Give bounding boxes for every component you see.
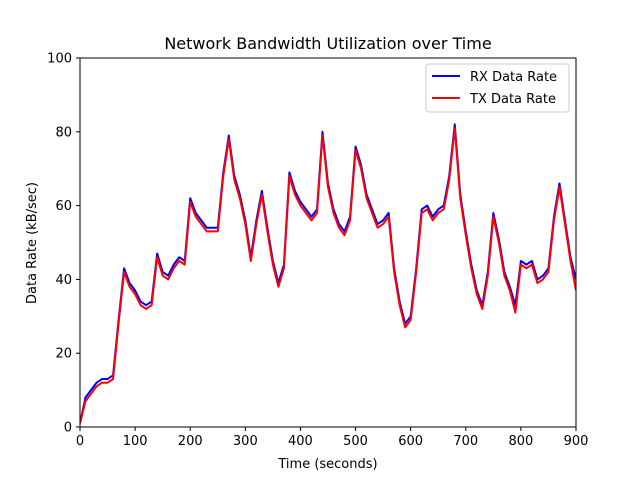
- y-tick-label: 0: [64, 421, 72, 436]
- y-tick-label: 80: [55, 125, 72, 140]
- y-axis: 0 20 40 60 80 100: [47, 52, 80, 436]
- legend-label-tx: TX Data Rate: [469, 92, 556, 107]
- x-tick-label: 400: [288, 434, 313, 449]
- y-tick-label: 20: [55, 347, 72, 362]
- series-layer: [80, 123, 576, 424]
- x-tick-label: 900: [564, 434, 589, 449]
- chart-title: Network Bandwidth Utilization over Time: [164, 34, 491, 53]
- plot-area: [80, 58, 576, 427]
- x-tick-label: 600: [398, 434, 423, 449]
- x-tick-label: 300: [233, 434, 258, 449]
- series-line-tx: [80, 127, 576, 424]
- y-tick-label: 100: [47, 52, 72, 67]
- x-tick-label: 700: [453, 434, 478, 449]
- x-tick-label: 200: [178, 434, 203, 449]
- plot-background: [80, 58, 576, 427]
- x-tick-label: 800: [508, 434, 533, 449]
- x-axis-label: Time (seconds): [277, 457, 377, 472]
- x-tick-label: 0: [76, 434, 84, 449]
- legend-label-rx: RX Data Rate: [470, 70, 557, 85]
- x-tick-label: 100: [123, 434, 148, 449]
- y-tick-label: 60: [55, 199, 72, 214]
- y-tick-label: 40: [55, 273, 72, 288]
- legend-box: [425, 63, 570, 113]
- x-tick-label: 500: [343, 434, 368, 449]
- y-axis-label: Data Rate (kB/sec): [25, 182, 40, 304]
- legend: RX Data Rate TX Data Rate: [425, 63, 570, 113]
- x-axis: 0 100 200 300 400 500 600 700 800 900: [76, 427, 589, 449]
- plot-frame: [79, 57, 577, 428]
